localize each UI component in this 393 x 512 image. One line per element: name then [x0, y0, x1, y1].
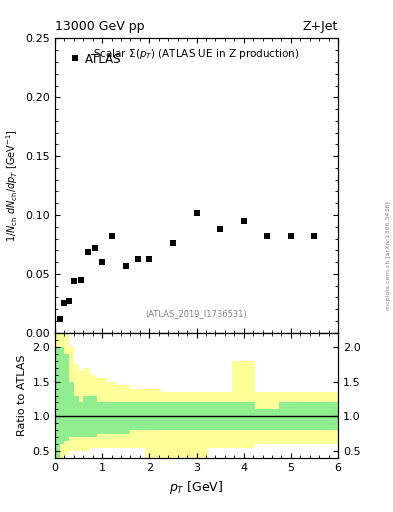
ATLAS	[93, 245, 97, 251]
ATLAS	[241, 218, 246, 224]
Text: 13000 GeV pp: 13000 GeV pp	[55, 19, 145, 33]
ATLAS	[79, 276, 83, 283]
Text: Scalar $\Sigma(p_T)$ (ATLAS UE in Z production): Scalar $\Sigma(p_T)$ (ATLAS UE in Z prod…	[93, 47, 300, 61]
ATLAS	[265, 233, 270, 239]
ATLAS	[135, 255, 140, 262]
ATLAS	[218, 226, 222, 232]
Text: Z+Jet: Z+Jet	[303, 19, 338, 33]
ATLAS	[123, 263, 128, 269]
Y-axis label: Ratio to ATLAS: Ratio to ATLAS	[17, 355, 27, 436]
Text: (ATLAS_2019_I1736531): (ATLAS_2019_I1736531)	[146, 309, 247, 318]
ATLAS	[57, 315, 62, 322]
ATLAS	[72, 278, 76, 284]
ATLAS	[67, 298, 72, 304]
ATLAS	[86, 248, 90, 254]
ATLAS	[194, 209, 199, 216]
ATLAS	[109, 233, 114, 239]
ATLAS	[312, 233, 317, 239]
ATLAS	[62, 300, 67, 306]
Y-axis label: $1/N_\mathrm{ch}\ dN_\mathrm{ch}/dp_T\ [\mathrm{GeV}^{-1}]$: $1/N_\mathrm{ch}\ dN_\mathrm{ch}/dp_T\ […	[4, 129, 20, 242]
ATLAS	[288, 233, 293, 239]
ATLAS	[147, 255, 152, 262]
Line: ATLAS: ATLAS	[56, 209, 318, 322]
ATLAS	[171, 240, 175, 246]
Text: mcplots.cern.ch [arXiv:1306.3436]: mcplots.cern.ch [arXiv:1306.3436]	[386, 202, 391, 310]
ATLAS	[100, 259, 105, 265]
X-axis label: $p_T\ [\mathrm{GeV}]$: $p_T\ [\mathrm{GeV}]$	[169, 479, 224, 496]
Legend: ATLAS: ATLAS	[64, 48, 126, 70]
